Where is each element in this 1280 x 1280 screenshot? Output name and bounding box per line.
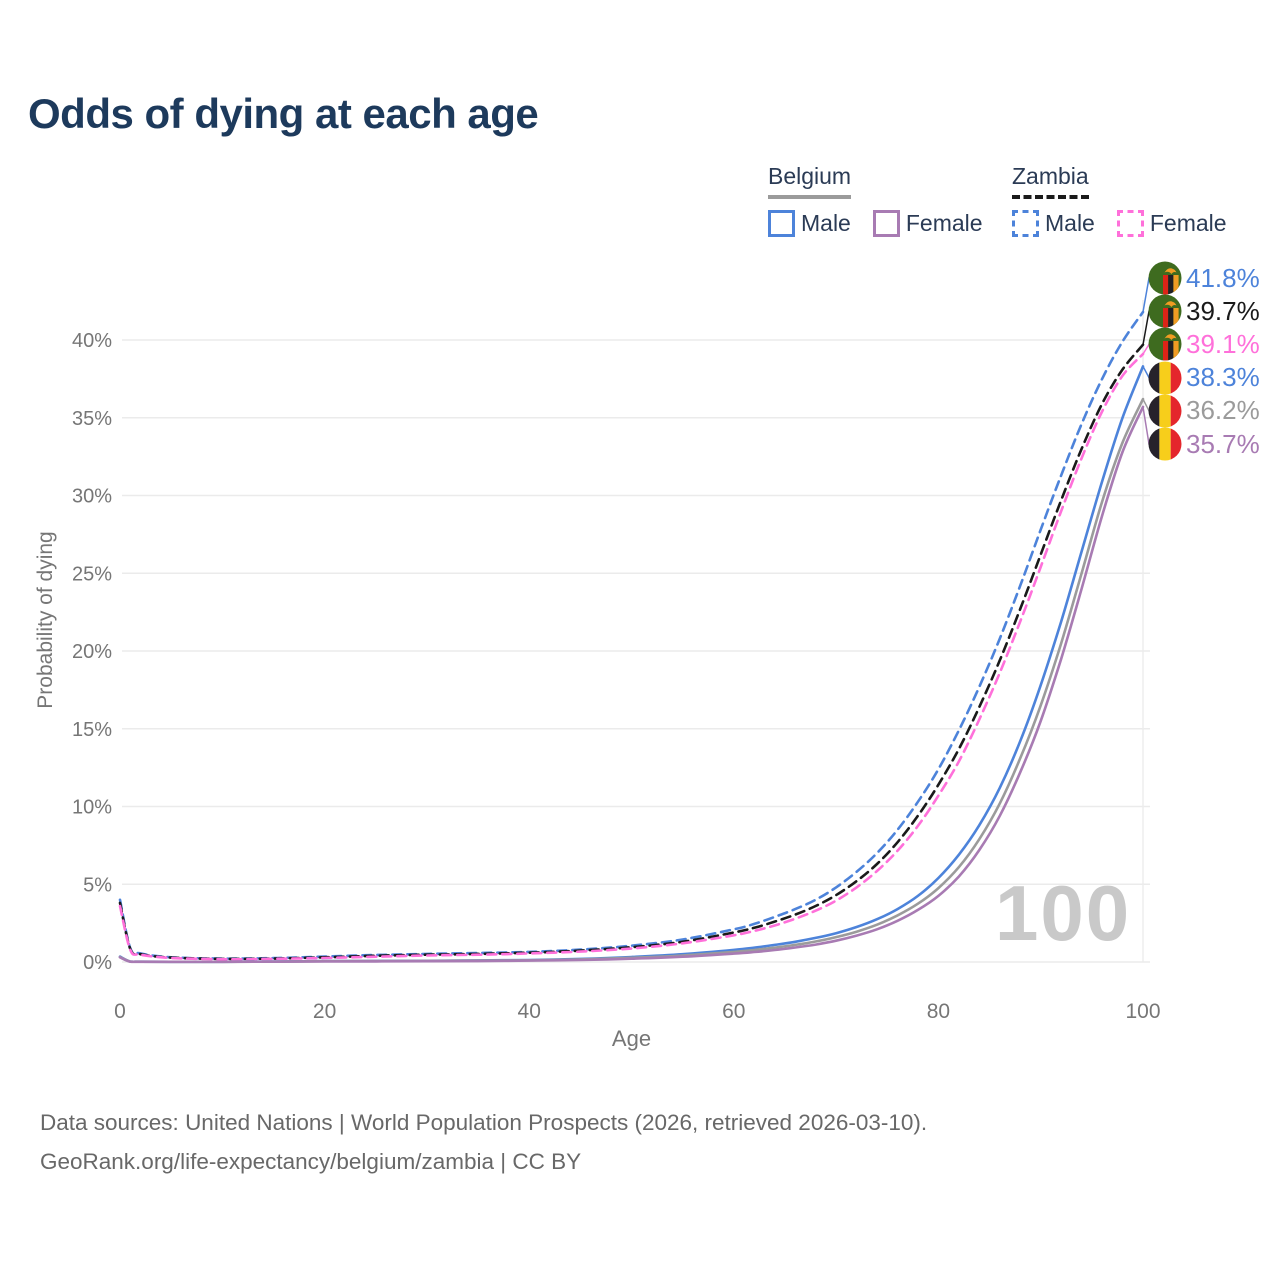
y-tick-label: 5% (83, 874, 112, 896)
belgium-flag-icon (1148, 394, 1182, 428)
y-tick-label: 0% (83, 952, 112, 974)
x-tick-label: 80 (927, 1000, 950, 1023)
end-label-belgium-female: 35.7% (1148, 427, 1260, 461)
data-sources-text: Data sources: United Nations | World Pop… (40, 1110, 928, 1135)
legend-item-label: Male (801, 210, 851, 236)
legend-item-label: Female (1149, 210, 1227, 236)
y-tick-label: 40% (72, 330, 112, 352)
end-label-value: 41.8% (1186, 262, 1260, 293)
belgium-flag-icon (1148, 427, 1182, 461)
end-label-value: 35.7% (1186, 428, 1260, 459)
x-tick-label: 0 (114, 1000, 126, 1023)
series-zambia-male[interactable] (118, 310, 1145, 960)
belgium-flag-icon (1148, 361, 1182, 395)
zambia-flag-icon (1148, 294, 1182, 328)
zambia-flag-icon (1148, 327, 1182, 361)
zambia-male-swatch (1012, 210, 1039, 237)
series-belgium-both-sexes[interactable] (118, 397, 1145, 964)
chart-title: Odds of dying at each age (28, 90, 539, 137)
y-axis-title: Probability of dying (34, 531, 57, 709)
end-label-zambia-male: 41.8% (1148, 261, 1260, 295)
legend-item-zambia-male[interactable]: Male (1012, 210, 1095, 237)
y-tick-label: 30% (72, 486, 112, 508)
attribution-text: GeoRank.org/life-expectancy/belgium/zamb… (40, 1149, 582, 1174)
belgium-female-swatch (872, 210, 900, 237)
legend-country-label: Belgium (768, 163, 852, 189)
legend-group-zambia: Zambia Male Female (1012, 163, 1227, 237)
end-label-belgium-both-sexes: 36.2% (1148, 394, 1260, 428)
x-tick-label: 40 (518, 1000, 541, 1023)
legend-item-belgium-female[interactable]: Female (872, 210, 983, 237)
end-label-zambia-female: 39.1% (1148, 327, 1260, 361)
y-tick-label: 10% (72, 797, 112, 819)
x-axis-title: Age (611, 1026, 652, 1051)
end-label-value: 38.3% (1186, 362, 1260, 393)
x-tick-label: 100 (1125, 1000, 1160, 1023)
zambia-line-style-sample (1012, 195, 1089, 199)
x-tick-label: 60 (722, 1000, 745, 1023)
y-tick-label: 20% (72, 641, 112, 663)
end-label-zambia-both-sexes: 39.7% (1148, 294, 1260, 328)
footer: Data sources: United Nations | World Pop… (40, 1103, 927, 1181)
legend-group-belgium: Belgium Male Female (768, 163, 983, 237)
end-label-value: 39.1% (1186, 328, 1260, 359)
legend-item-label: Male (1045, 210, 1095, 236)
zambia-flag-icon (1148, 261, 1182, 295)
zambia-female-swatch (1116, 210, 1144, 237)
end-label-value: 36.2% (1186, 395, 1260, 426)
y-tick-label: 15% (72, 719, 112, 741)
y-tick-label: 35% (72, 408, 112, 430)
series-zambia-female[interactable] (118, 352, 1145, 961)
legend-country-label: Zambia (1012, 163, 1089, 189)
legend-item-zambia-female[interactable]: Female (1116, 210, 1227, 237)
series-zambia-both-sexes[interactable] (118, 343, 1145, 961)
legend-item-label: Female (905, 210, 983, 236)
series-belgium-female[interactable] (118, 405, 1145, 964)
belgium-male-swatch (768, 210, 795, 237)
end-label-value: 39.7% (1186, 295, 1260, 326)
x-tick-label: 20 (313, 1000, 336, 1023)
end-label-belgium-male: 38.3% (1148, 361, 1260, 395)
legend-country-zambia[interactable]: Zambia (1012, 163, 1089, 199)
legend-item-belgium-male[interactable]: Male (768, 210, 851, 237)
belgium-line-style-sample (768, 195, 852, 199)
y-tick-label: 25% (72, 563, 112, 585)
legend-country-belgium[interactable]: Belgium (768, 163, 852, 199)
